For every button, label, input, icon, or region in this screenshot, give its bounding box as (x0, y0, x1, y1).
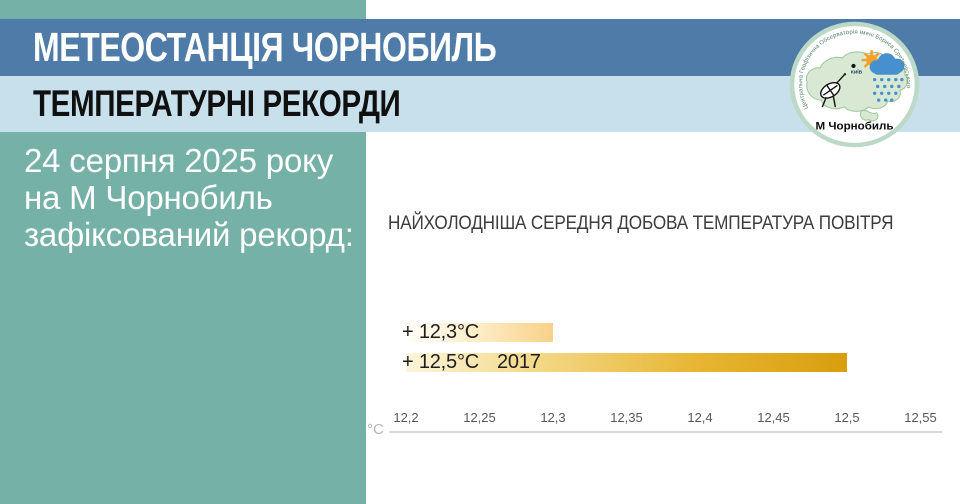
bar-year-label: 2017 (497, 351, 541, 373)
announcement-line: 24 серпня 2025 року (24, 142, 334, 179)
x-axis-tick-label: 12,25 (463, 410, 496, 425)
page-title: МЕТЕОСТАНЦІЯ ЧОРНОБИЛЬ (33, 24, 497, 70)
bar-new-record-2025 (406, 323, 553, 342)
x-axis-tick-label: 12,4 (687, 410, 713, 425)
x-axis-line (389, 431, 942, 433)
x-axis-tick-label: 12,45 (757, 410, 790, 425)
satellite-dish-icon (820, 73, 847, 108)
axis-unit-label: °C (367, 421, 384, 438)
x-axis-tick-label: 12,3 (540, 410, 566, 425)
announcement-line: на М Чорнобиль (24, 179, 273, 216)
x-axis-tick-label: 12,55 (904, 410, 937, 425)
kyiv-dot-icon (851, 63, 856, 68)
announcement-line: зафіксований рекорд: (24, 216, 354, 253)
record-announcement: 24 серпня 2025 року на М Чорнобиль зафік… (24, 142, 360, 253)
kyiv-label: КИЇВ (851, 69, 863, 76)
x-axis-tick-label: 12,5 (834, 410, 860, 425)
page-subtitle: ТЕМПЕРАТУРНІ РЕКОРДИ (33, 83, 401, 124)
bar-old-record-2017 (406, 353, 847, 372)
x-axis-tick-label: 12,35 (610, 410, 643, 425)
observatory-logo: КИЇВ Центральна Геофізична Обсерваторія … (789, 21, 920, 148)
bar-value-label: + 12,5°C (402, 351, 480, 373)
rain-cloud-icon (869, 53, 905, 102)
logo-station-label: М Чорнобиль (816, 121, 894, 133)
bar-value-label: + 12,3°C (402, 321, 480, 343)
x-axis-tick-label: 12,2 (393, 410, 419, 425)
chart-title: НАЙХОЛОДНІША СЕРЕДНЯ ДОБОВА ТЕМПЕРАТУРА … (388, 212, 894, 234)
